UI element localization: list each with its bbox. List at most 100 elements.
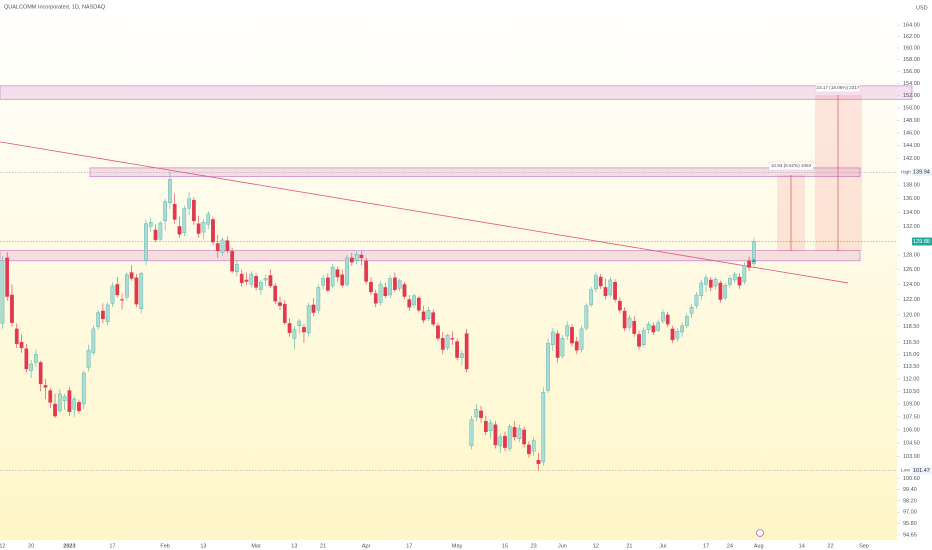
candle-body [641, 330, 646, 345]
candle-body [373, 293, 378, 304]
candle-body [613, 282, 617, 300]
zone [0, 250, 861, 262]
event-icon[interactable] [756, 529, 764, 537]
candle-body [651, 325, 656, 333]
candle-body [493, 424, 498, 446]
y-tick-label: 103.00 [903, 454, 920, 460]
candle-body [579, 328, 584, 350]
candle-body [129, 272, 134, 279]
candle-body [646, 323, 651, 330]
candle-body [77, 402, 81, 412]
x-tick-label: 13 [200, 543, 206, 549]
candle-body [172, 204, 177, 220]
y-tick-label: 144.00 [903, 143, 920, 149]
currency: USD [916, 5, 928, 11]
candle-body [704, 277, 708, 285]
candle-body [598, 276, 603, 287]
candle-body [211, 219, 215, 243]
candle-body [105, 304, 110, 323]
last-value: 129.88 [913, 239, 930, 245]
candle-body [134, 277, 139, 305]
y-tick-label: 106.00 [903, 427, 920, 433]
trendline [0, 141, 849, 284]
y-tick-label: 152.00 [903, 93, 920, 99]
candle-body [622, 310, 627, 329]
y-tick-label: 104.50 [903, 441, 920, 447]
candle-body [34, 354, 38, 363]
candle-body [426, 310, 431, 319]
x-tick-label: Mar [251, 543, 261, 549]
candle-body [72, 398, 77, 410]
x-tick-label: 20 [28, 543, 34, 549]
y-tick-label: 112.00 [903, 376, 919, 382]
candle-body [110, 285, 115, 304]
candle-body [407, 299, 412, 308]
price-axis [897, 0, 932, 550]
candle-body [383, 287, 388, 296]
candle-body [326, 277, 330, 291]
candle-body [124, 274, 129, 298]
candle-body [144, 223, 148, 262]
x-tick-label: 23 [531, 543, 537, 549]
candle-body [550, 331, 555, 345]
y-tick-label: 138.00 [903, 183, 920, 189]
y-tick-label: 98.20 [903, 498, 917, 504]
y-tick-label: 110.50 [903, 389, 919, 395]
candle-body [287, 323, 292, 334]
candle-body [464, 333, 469, 370]
candle-body [737, 276, 742, 286]
candle-body [397, 280, 402, 289]
x-tick-label: 17 [406, 543, 412, 549]
candle-body [57, 393, 62, 412]
candle-body [747, 260, 751, 268]
candle-body [469, 419, 474, 447]
candle-body [43, 385, 48, 388]
candle-body [565, 325, 570, 337]
y-tick-label: 100.60 [903, 476, 920, 482]
y-tick-label: 109.00 [903, 402, 920, 408]
y-tick-label: 134.00 [903, 210, 920, 216]
candle-body [330, 267, 335, 287]
candle-body [254, 276, 258, 288]
x-tick-label: 12 [0, 543, 5, 549]
candle-body [627, 317, 632, 328]
y-tick-label: 154.00 [903, 81, 920, 87]
candle-body [560, 338, 565, 357]
candle-body [412, 295, 416, 306]
candle-body [345, 257, 349, 285]
y-tick-label: 142.00 [903, 156, 920, 162]
candle-body [120, 299, 124, 301]
candle-body [455, 341, 459, 358]
candle-body [148, 222, 153, 227]
measure-label: 23.17 (18.06%) 2317 [817, 85, 860, 90]
y-tick-label: 158.00 [903, 57, 920, 63]
plot-background [0, 0, 897, 540]
candle-body [316, 287, 321, 311]
x-tick-label: Feb [160, 543, 169, 549]
candle-body [263, 278, 268, 281]
candle-body [158, 222, 163, 240]
candle-body [474, 408, 479, 418]
candle-body [115, 284, 120, 296]
candle-body [215, 243, 220, 251]
x-tick-label: 2023 [63, 543, 75, 549]
high-value: 139.94 [913, 170, 930, 176]
candle-body [388, 278, 392, 296]
candle-body [24, 348, 29, 370]
candle-body [680, 325, 684, 333]
candle-body [196, 223, 201, 234]
candle-body [632, 320, 637, 334]
candle-body [483, 421, 488, 432]
candle-body [96, 312, 100, 327]
y-tick-label: 156.00 [903, 69, 920, 75]
candle-body [689, 306, 694, 314]
candle-body [732, 273, 737, 281]
candle-body [5, 257, 10, 297]
measure-label-box [768, 161, 814, 171]
candle-body [699, 282, 704, 296]
candle-body [163, 201, 168, 222]
y-tick-label: 113.50 [903, 364, 919, 370]
y-tick-label: 136.00 [903, 196, 920, 202]
y-tick-label: 95.80 [903, 521, 917, 527]
chart-title: QUALCOMM Incorporated, 1D, NASDAQ [4, 4, 106, 10]
